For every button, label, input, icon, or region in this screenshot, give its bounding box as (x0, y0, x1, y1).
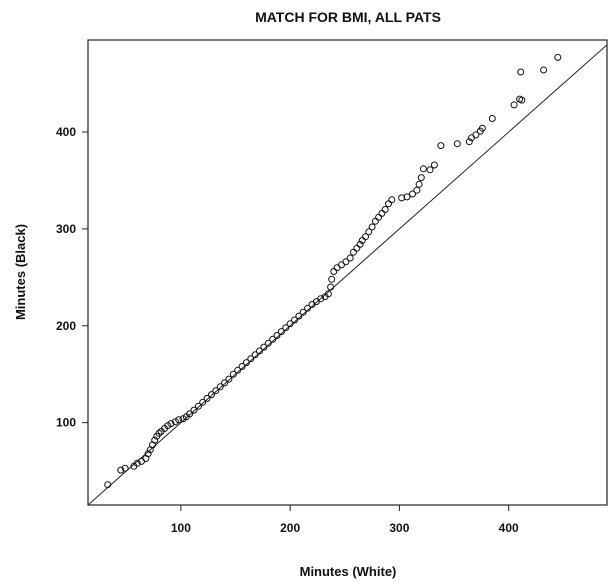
data-point (238, 363, 246, 370)
data-point (554, 53, 562, 61)
data-point (356, 240, 364, 248)
chart-title: MATCH FOR BMI, ALL PATS (255, 9, 441, 25)
y-tick-label: 400 (56, 125, 76, 139)
y-tick-label: 300 (56, 222, 76, 236)
data-point (388, 196, 396, 204)
data-point (286, 320, 294, 328)
data-point (365, 228, 373, 236)
data-point (242, 359, 250, 367)
data-point (247, 355, 255, 363)
data-point (234, 366, 242, 374)
data-point (417, 174, 425, 182)
data-point (437, 142, 445, 150)
data-point (256, 347, 263, 355)
data-point (342, 258, 350, 266)
data-point (426, 166, 434, 174)
y-axis-title: Minutes (Black) (13, 224, 28, 320)
x-tick-label: 200 (280, 521, 300, 535)
data-point (229, 370, 237, 378)
reference-line (88, 44, 607, 505)
data-point (295, 312, 303, 320)
data-point (299, 308, 307, 316)
data-point (403, 193, 411, 201)
data-point (453, 140, 461, 148)
x-axis-title: Minutes (White) (300, 564, 397, 579)
data-point (488, 115, 496, 122)
data-point (381, 206, 389, 213)
data-point (413, 186, 421, 194)
data-point (144, 450, 152, 458)
data-point (251, 351, 259, 359)
data-point (186, 410, 194, 418)
data-point (517, 68, 525, 76)
data-point (155, 429, 163, 437)
data-point (269, 335, 277, 343)
x-tick-label: 100 (171, 521, 191, 535)
data-point (362, 233, 369, 241)
data-point (133, 459, 141, 467)
data-point (415, 180, 423, 188)
y-tick-label: 100 (56, 416, 76, 430)
data-point (375, 213, 383, 221)
data-point (419, 165, 427, 173)
data-point (216, 383, 224, 391)
y-tick-label: 200 (56, 319, 76, 333)
data-point (346, 254, 354, 262)
data-point (304, 304, 312, 312)
plot-frame (87, 39, 608, 506)
data-point (330, 268, 338, 275)
data-point (353, 244, 361, 252)
data-point (430, 161, 438, 169)
data-point (260, 343, 268, 351)
x-tick-label: 300 (389, 521, 409, 535)
data-point (540, 66, 548, 74)
data-point (510, 101, 518, 109)
data-point (221, 379, 229, 387)
data-point (225, 375, 233, 383)
x-tick-label: 400 (499, 521, 519, 535)
data-point (190, 406, 198, 414)
data-point (117, 466, 125, 474)
data-point (291, 316, 298, 324)
data-point (175, 416, 183, 424)
data-point (277, 328, 285, 336)
data-point (385, 200, 392, 208)
data-point (121, 464, 129, 472)
data-point (167, 420, 175, 428)
data-point (368, 223, 376, 231)
data-point (324, 290, 332, 298)
data-point (151, 436, 159, 444)
data-point (478, 124, 486, 132)
data-point (312, 298, 320, 306)
data-point (317, 295, 325, 303)
data-point (203, 394, 211, 402)
data-point (333, 264, 341, 272)
data-point (273, 332, 281, 339)
data-point (409, 190, 416, 198)
data-point (282, 324, 290, 332)
data-point (371, 217, 379, 225)
data-point (264, 339, 272, 347)
data-point (338, 261, 345, 269)
data-point (104, 481, 112, 489)
data-point (212, 387, 220, 395)
data-point (518, 96, 526, 104)
data-point (208, 391, 215, 399)
data-point (472, 131, 480, 139)
data-point (194, 402, 202, 410)
data-point (350, 248, 357, 256)
data-point (328, 275, 336, 283)
data-point (199, 398, 207, 406)
data-point (327, 283, 335, 291)
data-point (378, 209, 386, 217)
data-point (465, 138, 473, 146)
